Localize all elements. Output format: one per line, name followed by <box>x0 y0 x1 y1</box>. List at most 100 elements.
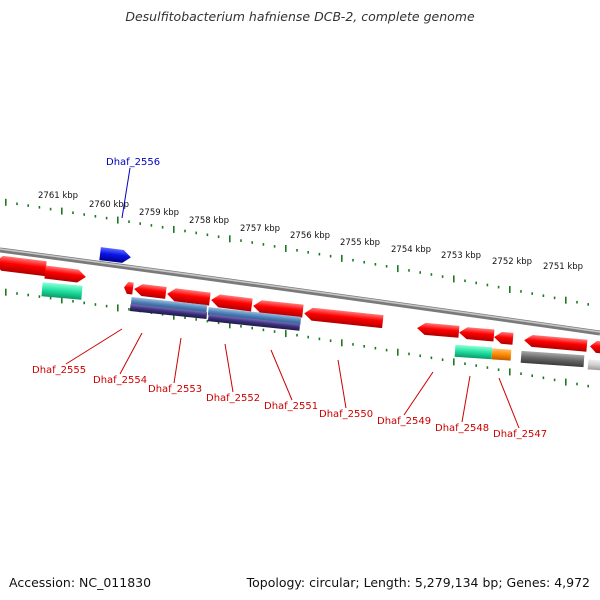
scale-tick <box>251 326 253 330</box>
scale-tick <box>531 292 533 295</box>
gene-label-dhaf-2553[interactable]: Dhaf_2553 <box>148 384 202 395</box>
gene-arrow[interactable] <box>129 303 208 320</box>
scale-tick <box>318 252 321 256</box>
scale-tick <box>38 295 41 298</box>
scale-tick <box>397 348 399 356</box>
gene-arrow[interactable] <box>99 247 131 264</box>
scale-tick <box>374 346 377 350</box>
gene-arrow[interactable] <box>304 307 384 329</box>
scale-tick <box>94 215 97 218</box>
gene-label-dhaf-2549[interactable]: Dhaf_2549 <box>377 416 431 427</box>
scale-tick <box>497 285 500 289</box>
scale-tick <box>49 207 52 211</box>
scale-tick <box>542 376 545 380</box>
scale-tick <box>206 319 209 323</box>
scale-label: 2759 kbp <box>139 208 179 218</box>
gene-arrow[interactable] <box>590 340 600 354</box>
leader-line <box>121 167 131 219</box>
scale-tick <box>128 220 130 223</box>
scale-tick <box>296 333 298 337</box>
gene-label-dhaf-2547[interactable]: Dhaf_2547 <box>493 429 547 440</box>
gene-arrow[interactable] <box>454 344 493 360</box>
scale-label: 2754 kbp <box>391 245 431 255</box>
scale-tick <box>184 316 186 319</box>
scale-tick <box>184 229 186 233</box>
gene-label-dhaf-2555[interactable]: Dhaf_2555 <box>32 365 86 376</box>
gene-arrow[interactable] <box>587 359 600 371</box>
gene-label-dhaf-2548[interactable]: Dhaf_2548 <box>435 423 489 434</box>
scale-label: 2755 kbp <box>340 238 380 248</box>
scale-tick <box>475 281 477 285</box>
scale-tick <box>38 206 41 209</box>
leader-line <box>498 377 520 429</box>
gene-arrow[interactable] <box>524 334 588 352</box>
leader-line <box>119 332 143 375</box>
scale-tick <box>408 352 410 356</box>
gene-arrow[interactable] <box>130 297 208 313</box>
gene-label-dhaf-2556[interactable]: Dhaf_2556 <box>106 157 160 168</box>
gene-arrow[interactable] <box>459 326 495 342</box>
scale-tick <box>318 337 321 341</box>
leader-line <box>337 359 347 409</box>
scale-label: 2758 kbp <box>189 216 229 226</box>
gene-arrow[interactable] <box>44 265 86 284</box>
leader-line <box>270 349 293 401</box>
gene-arrow[interactable] <box>494 331 514 345</box>
scale-tick <box>363 345 365 348</box>
scale-tick <box>341 254 343 262</box>
gene-labels: Dhaf_2556 Dhaf_2555 Dhaf_2554 Dhaf_2553 … <box>32 157 547 440</box>
scale-tick <box>139 222 141 225</box>
scale-tick <box>61 296 63 304</box>
gene-arrow[interactable] <box>166 287 211 306</box>
gene-arrow[interactable] <box>520 350 585 368</box>
gene-label-dhaf-2550[interactable]: Dhaf_2550 <box>319 409 373 420</box>
gene-arrow[interactable] <box>41 282 83 300</box>
scale-tick <box>229 321 231 329</box>
scale-tick <box>195 231 197 235</box>
scale-tick <box>206 233 209 237</box>
scale-tick <box>27 204 29 207</box>
scale-tick <box>161 226 164 229</box>
gene-arrow[interactable] <box>210 294 253 312</box>
scale-label: 2761 kbp <box>38 191 78 201</box>
scale-tick <box>374 263 377 266</box>
scale-tick <box>453 275 455 283</box>
scale-tick <box>240 239 242 242</box>
gene-label-dhaf-2551[interactable]: Dhaf_2551 <box>264 401 318 412</box>
gene-label-dhaf-2554[interactable]: Dhaf_2554 <box>93 375 147 386</box>
scale-tick <box>105 216 108 220</box>
scale-tick <box>72 300 74 303</box>
gene-label-dhaf-2552[interactable]: Dhaf_2552 <box>206 393 260 404</box>
scale-labels: 2761 kbp 2760 kbp 2759 kbp 2758 kbp 2757 kbp… <box>38 191 583 272</box>
scale-tick <box>565 378 567 386</box>
gene-arrow[interactable] <box>207 307 302 325</box>
scale-tick <box>341 339 343 347</box>
scale-tick <box>262 328 265 332</box>
gene-arrow[interactable] <box>0 255 47 277</box>
gene-arrow[interactable] <box>207 314 301 331</box>
scale-tick <box>441 358 444 361</box>
scale-tick <box>16 292 18 295</box>
scale-tick <box>385 348 388 352</box>
scale-tick <box>128 308 130 311</box>
scale-tick <box>49 296 52 300</box>
gene-arrow[interactable] <box>123 281 134 295</box>
leader-line <box>224 343 234 393</box>
scale-tick <box>587 384 589 388</box>
scale-tick <box>464 362 466 365</box>
gene-arrow[interactable] <box>491 348 512 361</box>
gene-arrow[interactable] <box>133 283 167 299</box>
scale-tick <box>150 224 153 227</box>
scale-tick <box>83 301 85 305</box>
scale-tick <box>94 303 97 306</box>
scale-tick <box>117 304 119 312</box>
scale-label: 2752 kbp <box>492 257 532 267</box>
scale-label: 2757 kbp <box>240 224 280 234</box>
gene-arrow[interactable] <box>417 322 460 338</box>
leader-line <box>403 371 434 416</box>
scale-tick <box>72 211 74 214</box>
scale-tick <box>273 245 276 248</box>
scale-tick <box>497 368 500 371</box>
scale-tick <box>195 318 197 321</box>
